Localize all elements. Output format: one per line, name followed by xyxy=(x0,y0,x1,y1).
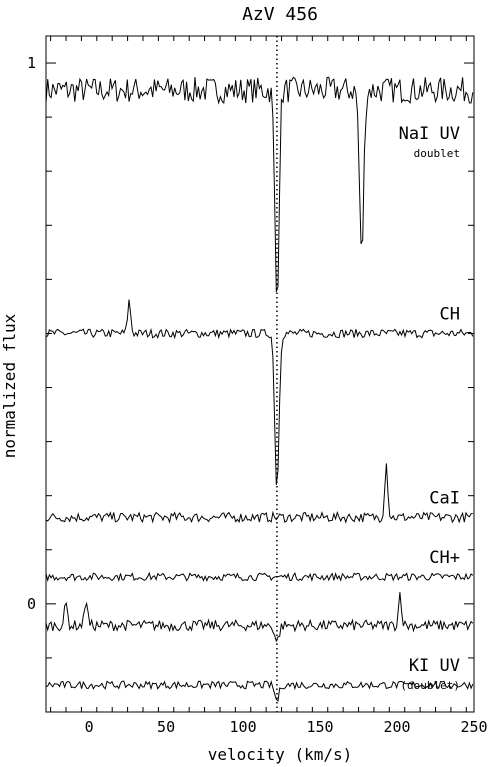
series-label: CaI xyxy=(429,488,460,508)
spectrum-line xyxy=(45,299,474,486)
x-tick-label: 250 xyxy=(460,718,487,736)
chart-title: AzV 456 xyxy=(242,4,318,25)
x-tick-label: 0 xyxy=(85,718,94,736)
spectrum-line xyxy=(45,680,474,702)
x-tick-label: 50 xyxy=(157,718,175,736)
spectrum-line xyxy=(45,76,474,293)
x-axis-label: velocity (km/s) xyxy=(208,745,353,764)
series-label: CH+ xyxy=(429,548,460,568)
series-sublabel: doublet xyxy=(414,147,460,160)
plot-frame xyxy=(45,35,475,713)
series-label: CH xyxy=(440,304,460,324)
x-tick-label: 150 xyxy=(306,718,333,736)
series-labels: NaI UV doublet CH CaI CH+ KI UV (doublet) xyxy=(399,124,460,692)
x-tick-label: 200 xyxy=(383,718,410,736)
axis-ticks: 0 50 100 150 200 250 0 1 xyxy=(27,36,488,736)
series-sublabel: (doublet) xyxy=(400,679,460,692)
y-tick-label: 0 xyxy=(27,595,36,613)
spectrum-line xyxy=(45,571,474,583)
y-tick-label: 1 xyxy=(27,54,36,72)
series-label: NaI UV xyxy=(399,124,460,144)
x-tick-label: 100 xyxy=(230,718,257,736)
spectrum-line xyxy=(45,463,473,524)
spectrum-line xyxy=(45,592,474,643)
y-axis-label: normalized flux xyxy=(0,313,19,458)
spectra-group xyxy=(45,76,474,702)
series-label: KI UV xyxy=(409,656,460,676)
